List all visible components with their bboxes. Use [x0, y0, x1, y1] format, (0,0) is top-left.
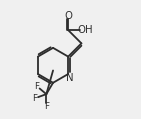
Text: N: N: [66, 73, 73, 83]
Text: F: F: [32, 94, 37, 103]
Text: OH: OH: [77, 25, 93, 35]
Text: O: O: [64, 11, 72, 21]
Text: F: F: [44, 102, 49, 111]
Text: F: F: [34, 82, 39, 91]
